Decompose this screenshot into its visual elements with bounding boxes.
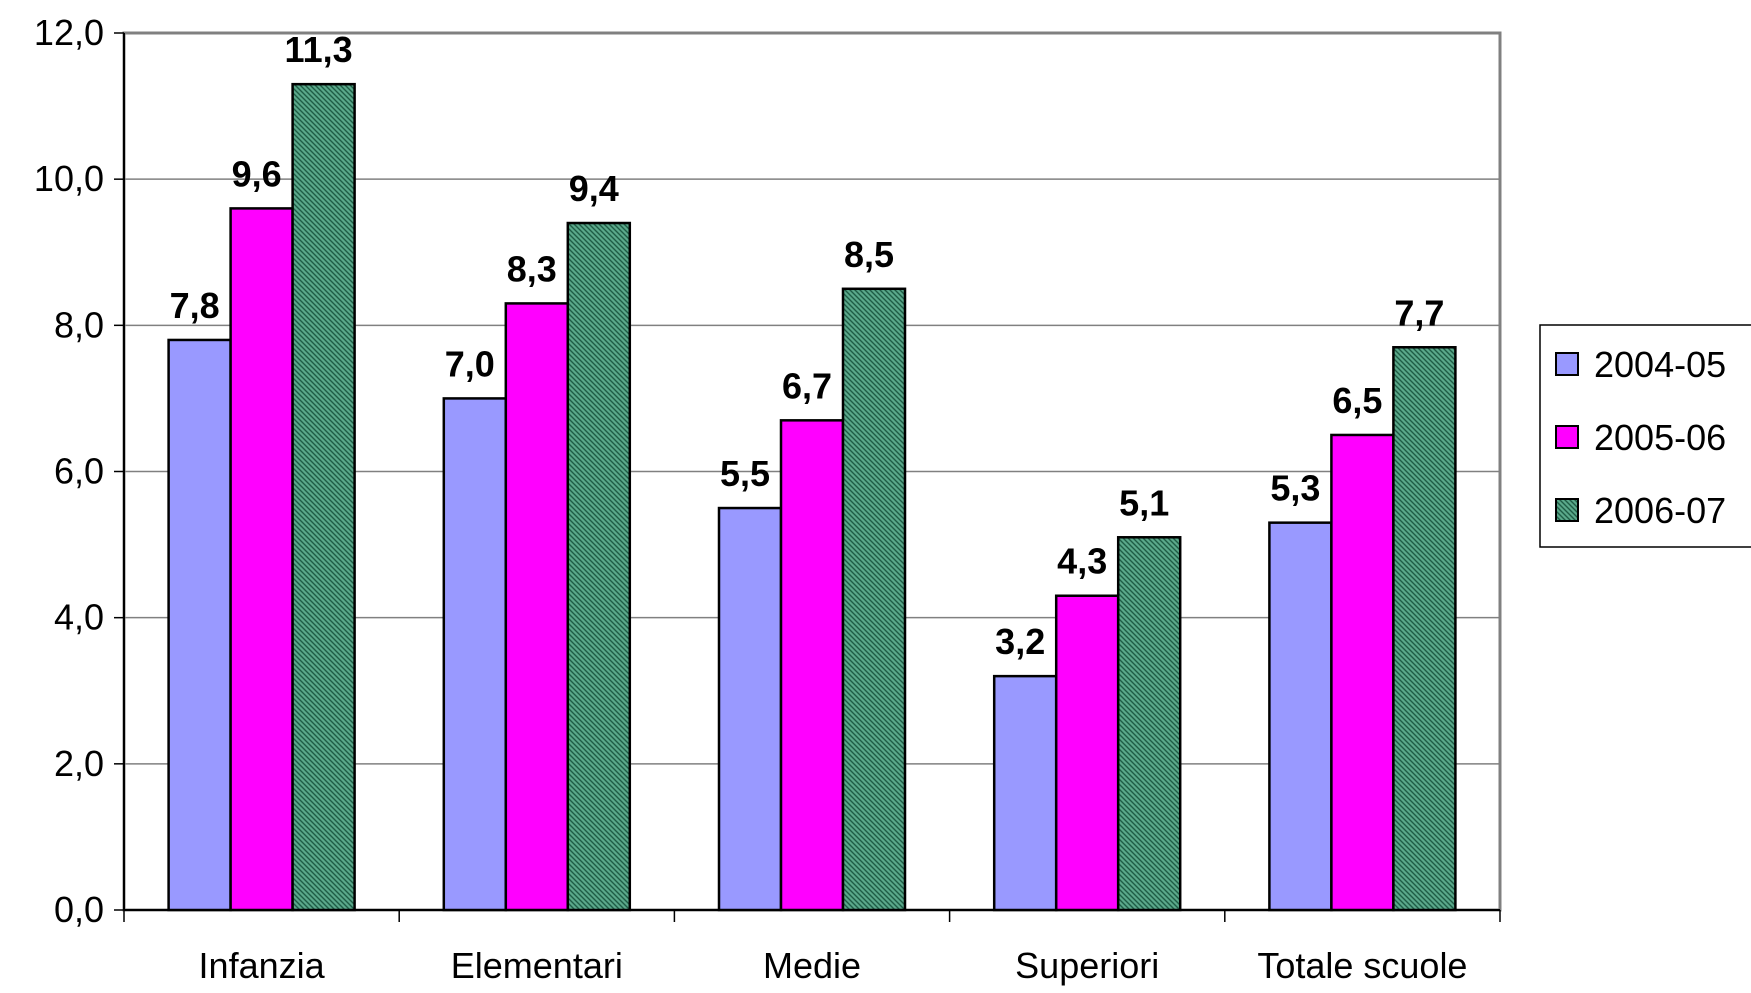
y-tick-label: 4,0 xyxy=(54,597,104,638)
bar xyxy=(291,82,356,912)
bar xyxy=(167,338,232,912)
data-label: 9,4 xyxy=(569,168,619,209)
x-tick-label: Superiori xyxy=(1015,945,1159,986)
bar xyxy=(841,287,907,912)
y-tick-label: 8,0 xyxy=(54,304,104,345)
data-label: 7,8 xyxy=(170,285,220,326)
data-label: 8,3 xyxy=(507,248,557,289)
legend-swatch xyxy=(1555,498,1579,522)
axes: 0,0 2,0 4,0 6,0 8,0 10,0 12,0 Infanzia Elementar… xyxy=(34,12,1501,986)
data-label: 6,7 xyxy=(782,365,832,406)
data-label: 9,6 xyxy=(232,153,282,194)
data-label: 7,0 xyxy=(445,343,495,384)
x-tick-label: Totale scuole xyxy=(1257,945,1467,986)
bar xyxy=(1268,521,1333,912)
x-tick-label: Elementari xyxy=(451,945,623,986)
legend-swatch xyxy=(1555,425,1579,449)
y-tick-label: 12,0 xyxy=(34,12,104,53)
bar xyxy=(229,207,294,912)
y-tick-label: 0,0 xyxy=(54,889,104,930)
bar xyxy=(1054,594,1120,912)
bar xyxy=(779,419,845,912)
legend: 2004-05 2005-06 2006-07 xyxy=(1539,324,1751,548)
bar xyxy=(504,302,570,912)
data-label: 5,5 xyxy=(720,453,770,494)
bar xyxy=(992,674,1058,912)
y-tick-label: 2,0 xyxy=(54,743,104,784)
data-label: 4,3 xyxy=(1057,541,1107,582)
y-tick-label: 10,0 xyxy=(34,158,104,199)
legend-label: 2006-07 xyxy=(1594,490,1726,531)
legend-label: 2005-06 xyxy=(1594,417,1726,458)
bars xyxy=(167,82,1457,912)
data-labels: 7,8 9,6 11,3 7,0 8,3 9,4 5,5 6,7 8,5 3,2 4,3 5,1 5,3… xyxy=(170,29,1445,662)
data-label: 11,3 xyxy=(285,29,353,70)
bar xyxy=(566,221,632,912)
data-label: 3,2 xyxy=(995,621,1045,662)
data-label: 8,5 xyxy=(844,234,894,275)
bar xyxy=(1392,346,1457,912)
data-label: 7,7 xyxy=(1394,292,1444,333)
y-tick-label: 6,0 xyxy=(54,451,104,492)
data-label: 5,1 xyxy=(1119,482,1169,523)
x-tick-label: Infanzia xyxy=(199,945,326,986)
bar xyxy=(1330,433,1395,912)
bar xyxy=(442,397,508,912)
x-tick-label: Medie xyxy=(763,945,861,986)
bar xyxy=(717,506,783,912)
legend-swatch xyxy=(1555,352,1579,376)
data-label: 5,3 xyxy=(1270,468,1320,509)
data-label: 6,5 xyxy=(1332,380,1382,421)
bar xyxy=(1116,536,1182,912)
legend-label: 2004-05 xyxy=(1594,344,1726,385)
